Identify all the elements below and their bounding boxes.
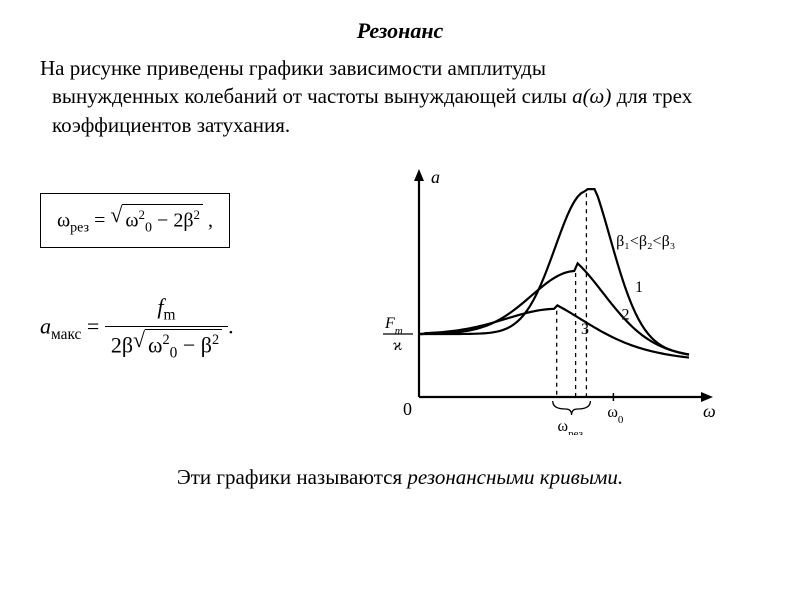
- svg-text:a: a: [431, 167, 440, 187]
- footer-a: Эти графики называются: [177, 465, 408, 489]
- svg-text:0: 0: [403, 399, 412, 419]
- footer-caption: Эти графики называются резонансными крив…: [40, 465, 760, 490]
- f2-trail: .: [228, 313, 234, 338]
- svg-text:1: 1: [635, 279, 643, 296]
- f2-den-minus: − β: [177, 332, 212, 357]
- intro-paragraph: На рисунке приведены графики зависимости…: [40, 54, 760, 139]
- f1-lhs-sub: рез: [70, 221, 89, 236]
- resonance-chart: aω0Fmϰωрезω0β₁<β₂<β₃123: [369, 165, 729, 435]
- f2-den-w-sup: 2: [163, 332, 170, 348]
- f2-den-beta-sup: 2: [212, 332, 219, 348]
- svg-text:ω: ω: [703, 401, 716, 421]
- f1-trail: ,: [203, 210, 213, 232]
- f2-den-w: ω: [148, 332, 162, 357]
- f1-minus: − 2β: [152, 210, 193, 232]
- footer-b: резонансными кривыми.: [407, 465, 623, 489]
- intro-line2a: вынужденных колебаний от частоты вынужда…: [52, 84, 572, 108]
- svg-text:ϰ: ϰ: [393, 337, 402, 354]
- svg-text:ωрез: ωрез: [558, 418, 583, 435]
- f1-rad-sub: 0: [145, 221, 152, 236]
- intro-line1: На рисунке приведены графики зависимости…: [40, 56, 546, 80]
- f1-lhs: ω: [57, 210, 70, 232]
- intro-func: а(ω): [572, 84, 611, 108]
- svg-text:ω0: ω0: [607, 404, 624, 426]
- svg-text:β₁<β₂<β₃: β₁<β₂<β₃: [616, 233, 675, 250]
- f2-num-sub: m: [164, 306, 176, 323]
- f2-lhs: a: [40, 313, 51, 338]
- f1-beta-sup: 2: [194, 207, 201, 222]
- page-title: Резонанс: [40, 18, 760, 44]
- formula-amplitude-max: aмакс = fm 2βω20 − β2 .: [40, 294, 345, 363]
- svg-text:3: 3: [581, 321, 589, 338]
- f1-rad-w: ω: [125, 210, 138, 232]
- f2-eq: =: [81, 313, 104, 338]
- formula-resonant-frequency: ωрез = ω20 − 2β2 ,: [40, 193, 230, 248]
- f2-den-lead: 2β: [111, 332, 133, 357]
- f1-eq: =: [89, 210, 110, 232]
- svg-text:2: 2: [622, 306, 630, 323]
- f2-lhs-sub: макс: [51, 326, 81, 343]
